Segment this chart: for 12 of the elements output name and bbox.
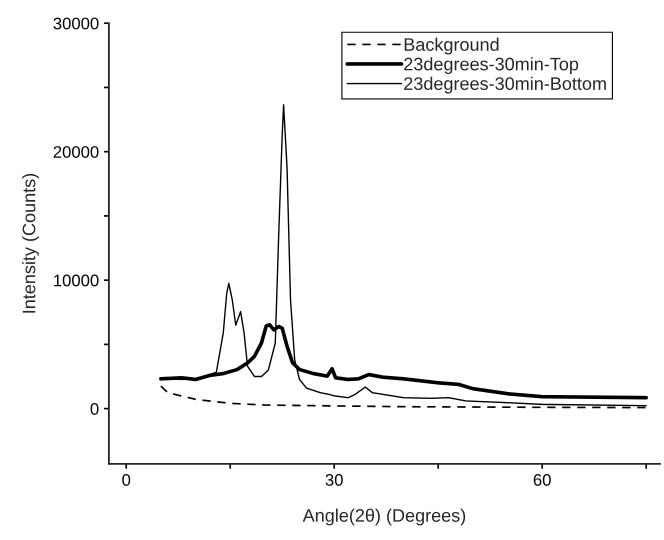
x-tick-label: 30	[326, 474, 343, 486]
legend-label: 23degrees-30min-Top	[404, 57, 578, 74]
legend-label: 23degrees-30min-Bottom	[404, 76, 606, 94]
y-tick-label: 20000	[54, 146, 99, 158]
y-tick-label: 30000	[53, 18, 99, 30]
y-tick-label: 10000	[54, 274, 99, 286]
y-tick-label: 0	[90, 403, 99, 415]
x-tick-label: 0	[122, 474, 130, 486]
legend-label: Background	[404, 38, 498, 54]
x-axis-title: Angle(2θ) (Degrees)	[302, 508, 466, 526]
y-axis-title: Intensity (Counts)	[22, 174, 39, 313]
x-tick-label: 60	[534, 474, 551, 486]
